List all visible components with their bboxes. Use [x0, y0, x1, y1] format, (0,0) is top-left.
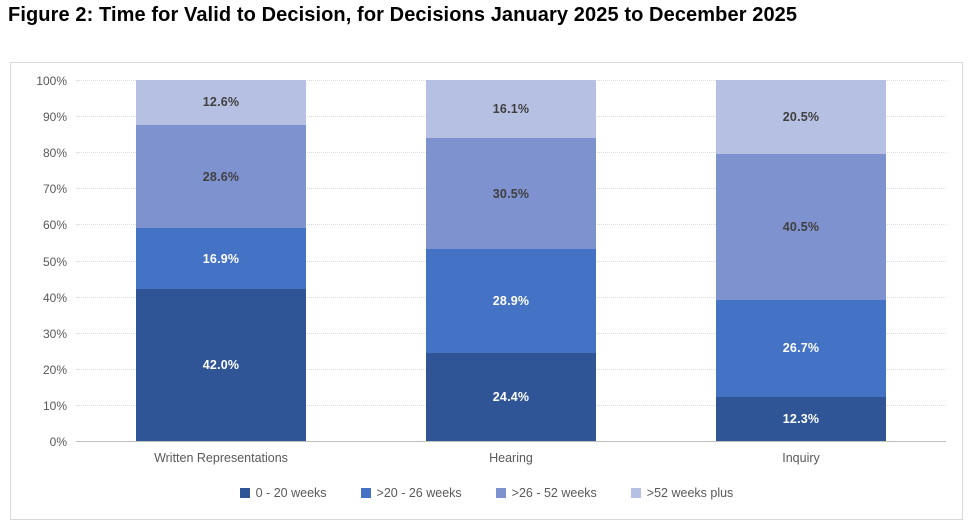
- data-label: 28.9%: [492, 293, 530, 308]
- legend-label: >52 weeks plus: [646, 486, 734, 500]
- x-axis-line: [76, 441, 946, 442]
- data-label: 16.9%: [202, 251, 240, 266]
- y-tick-label: 80%: [42, 146, 67, 161]
- bar-inquiry: 12.3% 26.7% 40.5% 20.5%: [716, 63, 886, 441]
- legend-swatch: [360, 488, 371, 498]
- y-tick-label: 10%: [42, 398, 67, 413]
- bar-hearing: 24.4% 28.9% 30.5% 16.1%: [426, 63, 596, 441]
- legend-item: 0 - 20 weeks: [239, 486, 327, 500]
- bar-segment: 42.0%: [136, 289, 306, 441]
- data-label: 42.0%: [202, 358, 240, 373]
- bar-segment: 12.6%: [136, 79, 306, 126]
- data-label: 12.3%: [782, 411, 820, 426]
- bar-segment: 20.5%: [716, 80, 886, 154]
- legend-label: >26 - 52 weeks: [511, 486, 597, 500]
- y-tick-label: 20%: [42, 362, 67, 377]
- legend-swatch: [239, 488, 250, 498]
- y-tick-label: 40%: [42, 290, 67, 305]
- bar-segment: 16.1%: [426, 80, 596, 139]
- data-label: 26.7%: [782, 341, 820, 356]
- figure-title: Figure 2: Time for Valid to Decision, fo…: [8, 4, 798, 26]
- bar-segment: 16.9%: [136, 228, 306, 290]
- data-label: 40.5%: [782, 220, 820, 235]
- bar-segment: 28.6%: [136, 125, 306, 229]
- bar-segment: 24.4%: [426, 352, 596, 441]
- y-tick-label: 90%: [42, 110, 67, 125]
- legend-swatch: [630, 488, 641, 498]
- category-label: Hearing: [489, 451, 533, 465]
- bar-segment: 12.3%: [716, 396, 886, 441]
- legend-item: >26 - 52 weeks: [495, 486, 597, 500]
- legend-item: >20 - 26 weeks: [360, 486, 462, 500]
- legend-item: >52 weeks plus: [630, 486, 734, 500]
- y-tick-label: 30%: [42, 326, 67, 341]
- legend-label: 0 - 20 weeks: [255, 486, 327, 500]
- plot-area: 0% 10% 20% 30% 40% 50% 60% 70% 80% 90% 100% 42.0% 16…: [11, 63, 962, 519]
- y-tick-label: 70%: [42, 182, 67, 197]
- y-tick-label: 50%: [42, 254, 67, 269]
- bar-written-representations: 42.0% 16.9% 28.6% 12.6%: [136, 63, 306, 441]
- y-tick-label: 60%: [42, 218, 67, 233]
- data-label: 30.5%: [492, 186, 530, 201]
- bar-segment: 40.5%: [716, 154, 886, 301]
- category-label: Written Representations: [154, 451, 288, 465]
- data-label: 12.6%: [202, 95, 240, 110]
- data-label: 16.1%: [492, 102, 530, 117]
- bar-segment: 28.9%: [426, 248, 596, 353]
- legend-swatch: [495, 488, 506, 498]
- data-label: 20.5%: [782, 110, 820, 124]
- data-label: 28.6%: [202, 169, 240, 184]
- category-label: Inquiry: [782, 451, 820, 465]
- y-tick-label: 100%: [36, 74, 67, 88]
- data-label: 24.4%: [492, 389, 530, 404]
- legend-label: >20 - 26 weeks: [376, 486, 462, 500]
- bar-segment: 30.5%: [426, 138, 596, 249]
- bar-segment: 26.7%: [716, 300, 886, 397]
- legend: 0 - 20 weeks >20 - 26 weeks >26 - 52 weeks…: [11, 486, 962, 500]
- y-tick-label: 0%: [49, 435, 67, 449]
- chart-frame: 0% 10% 20% 30% 40% 50% 60% 70% 80% 90% 100% 42.0% 16…: [10, 62, 963, 520]
